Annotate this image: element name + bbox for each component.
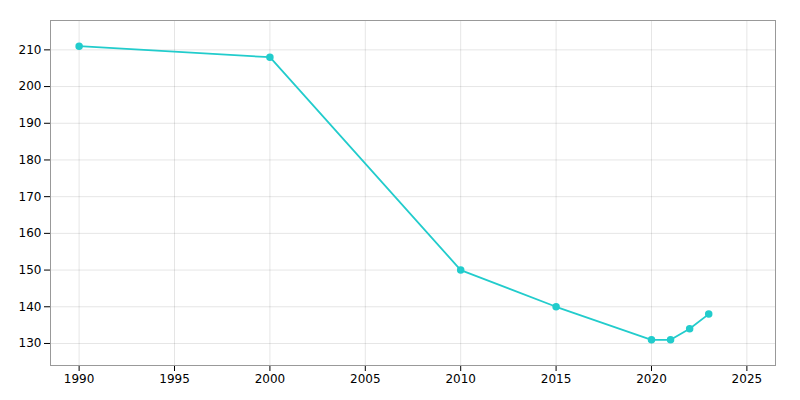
svg-text:1990: 1990 (64, 372, 95, 386)
svg-text:2005: 2005 (350, 372, 381, 386)
svg-text:170: 170 (19, 190, 42, 204)
svg-text:2000: 2000 (255, 372, 286, 386)
svg-text:160: 160 (19, 226, 42, 240)
svg-text:150: 150 (19, 263, 42, 277)
svg-text:130: 130 (19, 336, 42, 350)
svg-text:2010: 2010 (445, 372, 476, 386)
svg-text:1995: 1995 (159, 372, 190, 386)
svg-text:140: 140 (19, 300, 42, 314)
svg-text:2025: 2025 (732, 372, 763, 386)
svg-text:2020: 2020 (636, 372, 667, 386)
svg-text:180: 180 (19, 153, 42, 167)
svg-text:200: 200 (19, 79, 42, 93)
svg-text:2015: 2015 (541, 372, 572, 386)
svg-text:210: 210 (19, 43, 42, 57)
svg-text:190: 190 (19, 116, 42, 130)
